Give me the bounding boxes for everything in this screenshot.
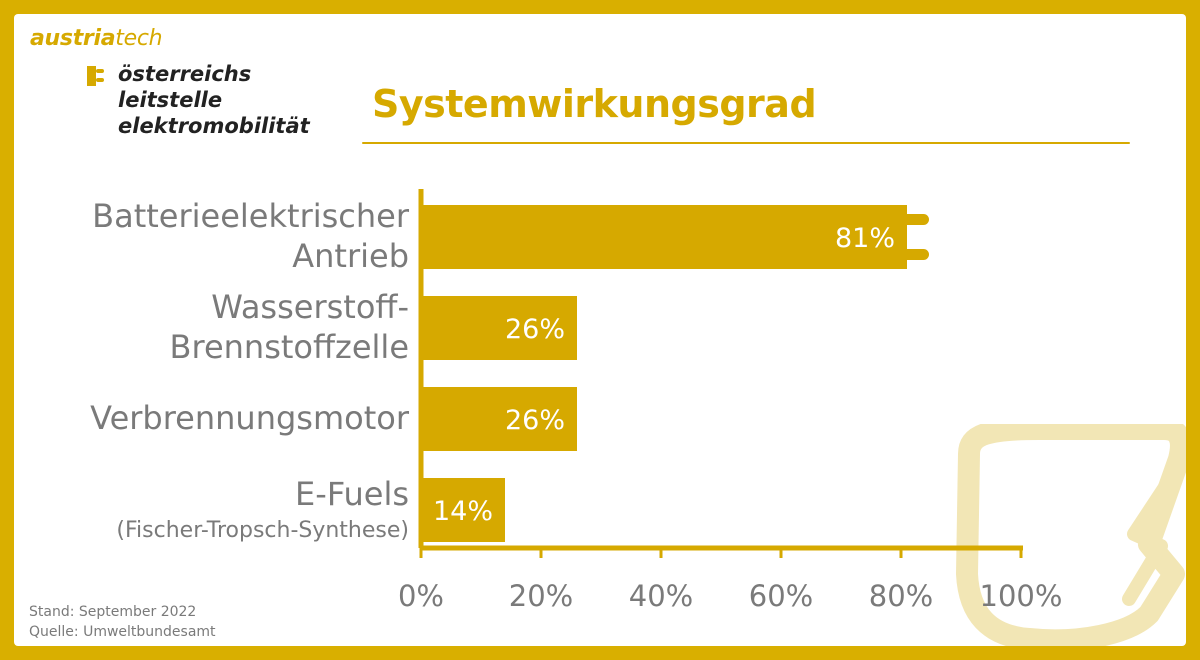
data-label: 26% bbox=[505, 405, 565, 436]
data-label: 81% bbox=[835, 223, 895, 254]
source-note: Quelle: Umweltbundesamt bbox=[29, 624, 216, 640]
bar bbox=[423, 296, 577, 360]
bar bbox=[423, 205, 907, 269]
x-tick-label: 100% bbox=[980, 579, 1063, 613]
category-label: Batterieelektrischer bbox=[92, 197, 410, 235]
stand-note: Stand: September 2022 bbox=[29, 604, 197, 620]
car-lightning-watermark-icon bbox=[956, 424, 1186, 646]
bar bbox=[423, 387, 577, 451]
bar bbox=[423, 478, 505, 542]
infographic-card: austriatech österreichs leitstelle elekt… bbox=[14, 14, 1186, 646]
plug-prong-icon bbox=[901, 249, 929, 260]
category-sublabel: (Fischer-Tropsch-Synthese) bbox=[116, 518, 409, 543]
logo-line-2: leitstelle bbox=[118, 88, 223, 112]
data-label: 26% bbox=[505, 314, 565, 345]
logo-line-3: elektromobilität bbox=[118, 114, 310, 138]
category-label: Brennstoffzelle bbox=[170, 328, 409, 366]
x-tick-label: 0% bbox=[398, 579, 444, 613]
logo-line-1: österreichs bbox=[118, 62, 252, 86]
category-label: Verbrennungsmotor bbox=[90, 399, 410, 437]
x-tick-label: 80% bbox=[869, 579, 933, 613]
plug-prong-icon bbox=[901, 214, 929, 225]
footer-notes: Stand: September 2022 Quelle: Umweltbund… bbox=[29, 602, 216, 642]
category-label: Antrieb bbox=[292, 237, 409, 275]
austriatech-logo: austriatech bbox=[30, 26, 163, 51]
plug-icon bbox=[87, 66, 104, 86]
data-label: 14% bbox=[433, 496, 493, 527]
x-tick-label: 60% bbox=[749, 579, 813, 613]
x-tick-label: 40% bbox=[629, 579, 693, 613]
bar-chart: 0% 20% 40% 60% 80% 100% 81% Batterieelektrische… bbox=[90, 189, 1063, 613]
page-title: Systemwirkungsgrad bbox=[372, 82, 817, 126]
category-label: E-Fuels bbox=[295, 475, 409, 513]
category-label: Wasserstoff- bbox=[211, 288, 409, 326]
title-underline bbox=[362, 142, 1130, 144]
leitstelle-text: österreichs leitstelle elektromobilität bbox=[118, 61, 310, 139]
x-tick-label: 20% bbox=[509, 579, 573, 613]
